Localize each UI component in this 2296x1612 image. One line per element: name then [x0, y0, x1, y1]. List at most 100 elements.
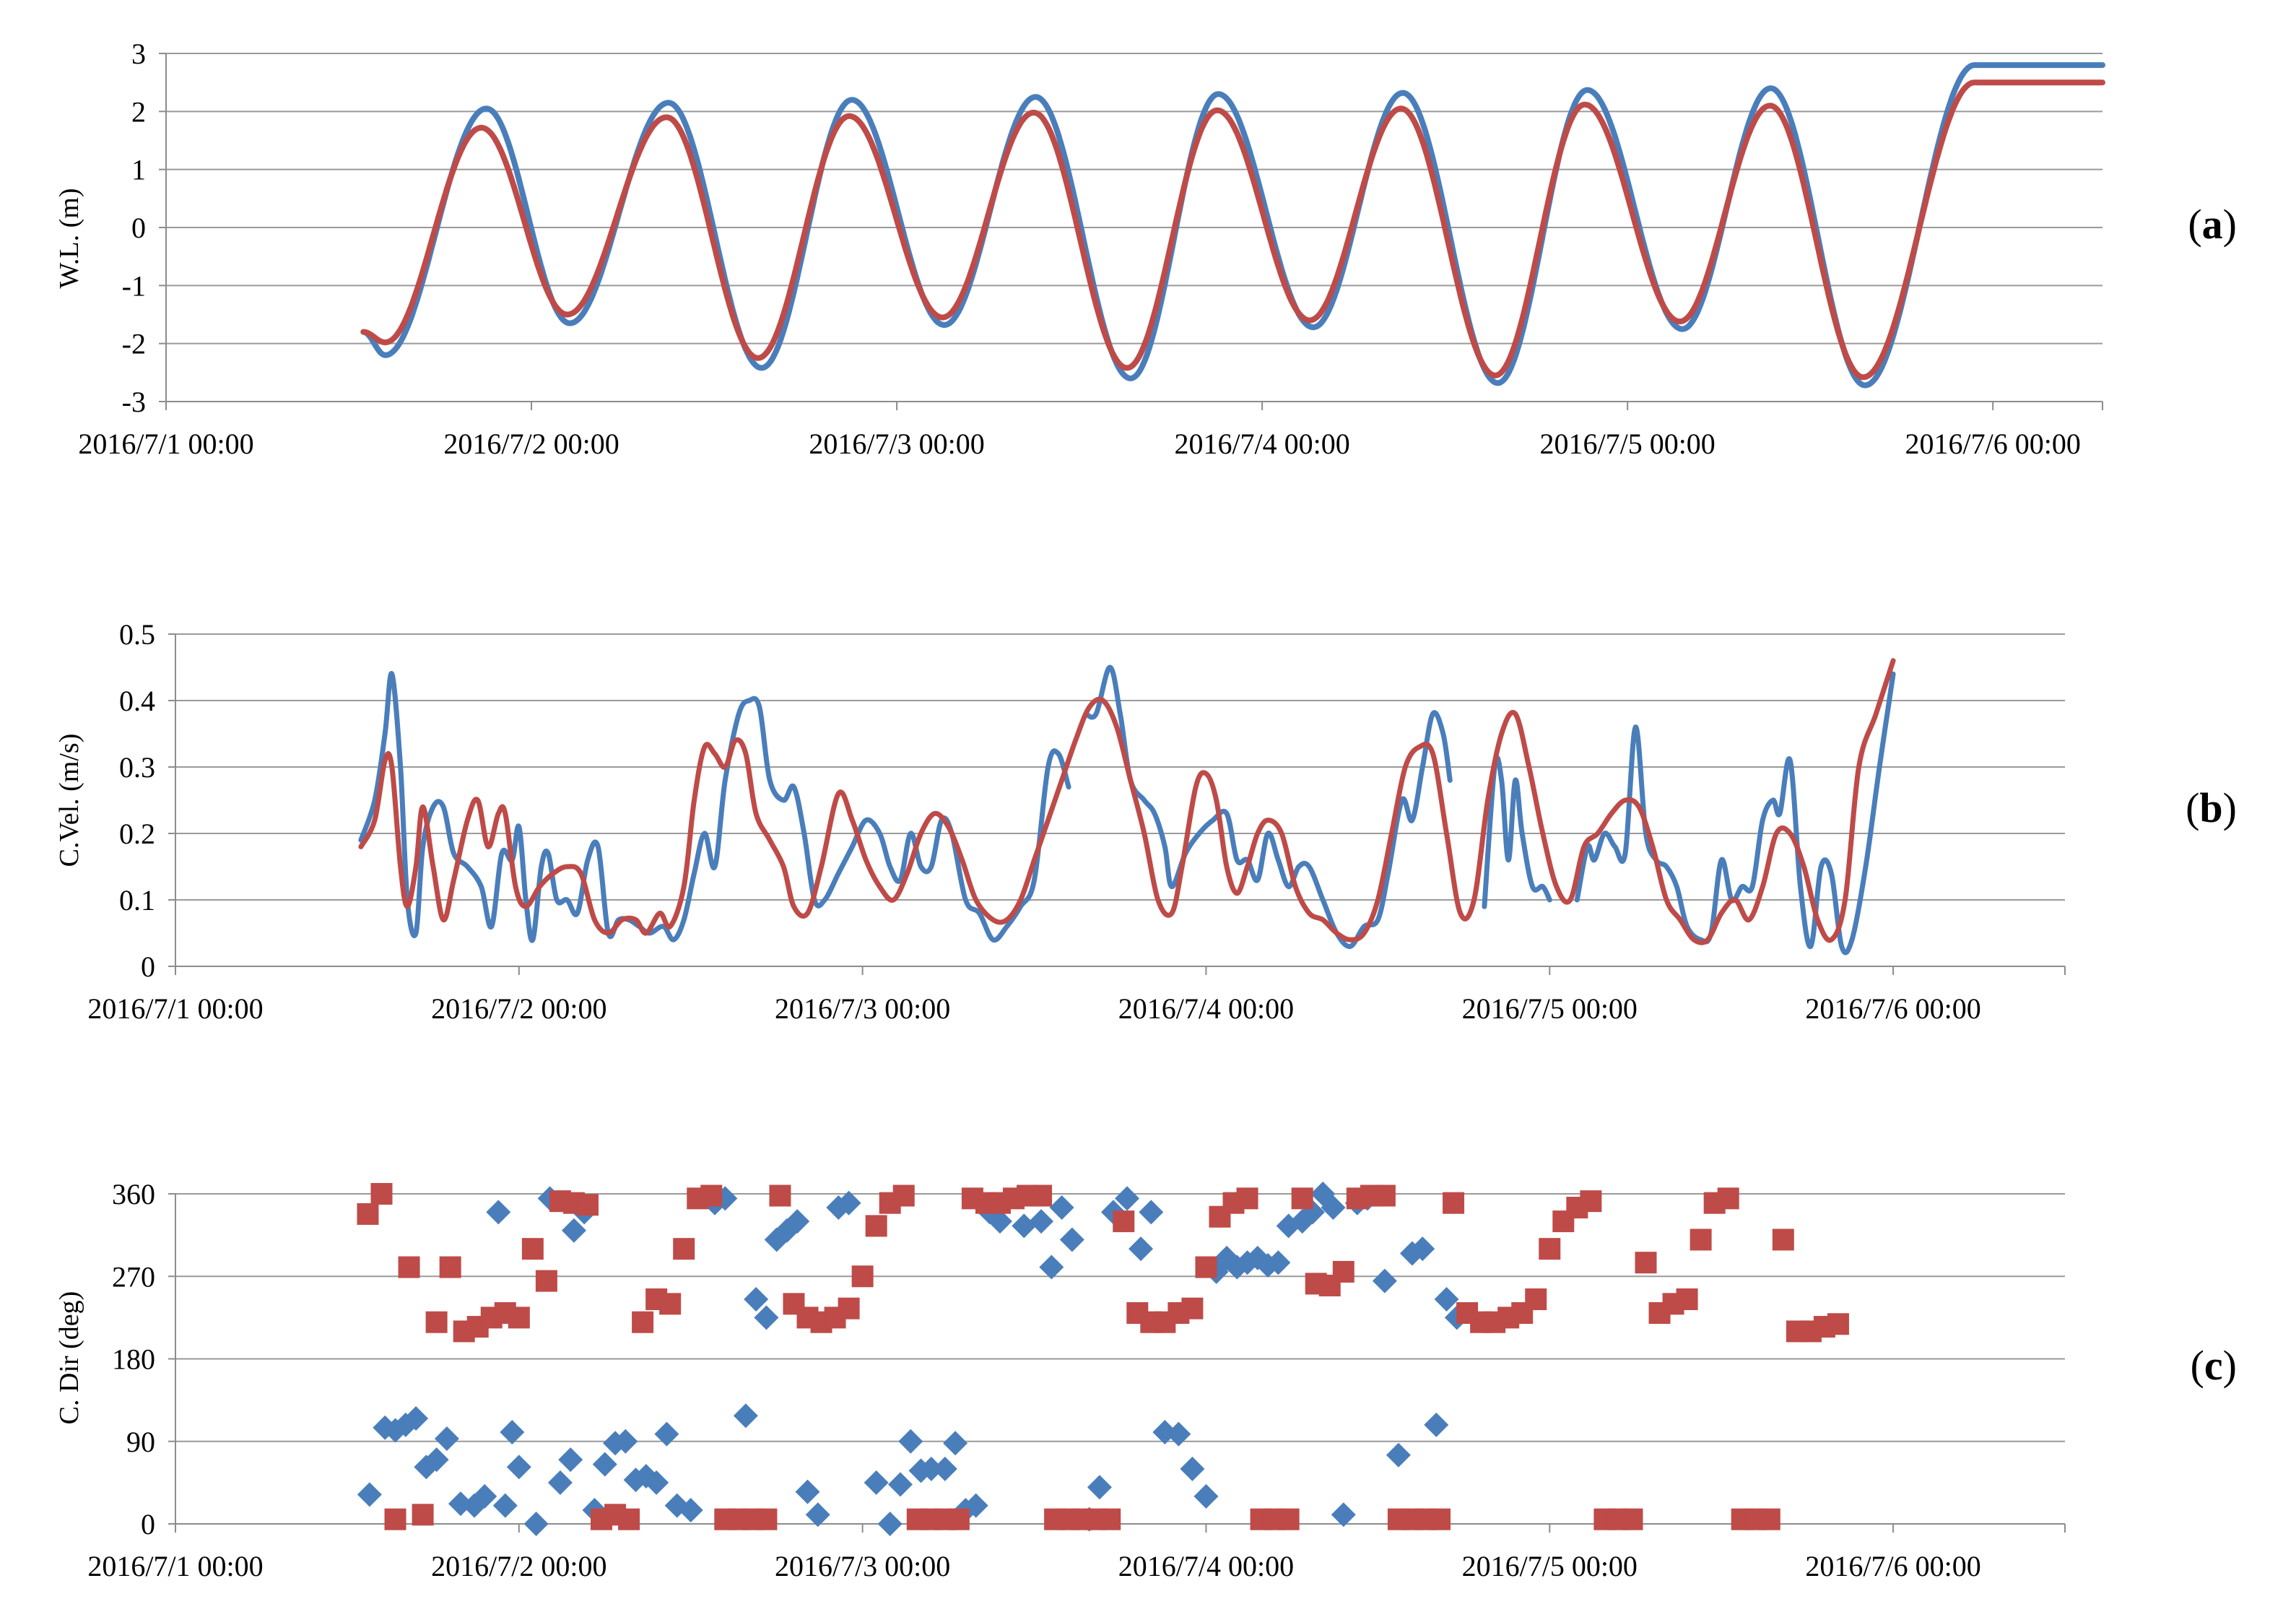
- panel-c-point-red: [1827, 1313, 1849, 1335]
- panel-c-y-tick-label: 0: [141, 1508, 155, 1540]
- panel-b-y-tick-label: 0.5: [119, 618, 155, 651]
- panel-c-y-tick-label: 180: [112, 1343, 155, 1376]
- panel-a-y-tick-label: 0: [131, 212, 146, 244]
- panel-c-point-blue: [785, 1209, 810, 1234]
- panel-c-point-red: [1443, 1192, 1465, 1214]
- panel-c-point-blue: [404, 1406, 429, 1431]
- panel-c-point-blue: [1087, 1475, 1112, 1500]
- panel-c-point-blue: [754, 1305, 779, 1330]
- panel-c-point-red: [384, 1508, 406, 1530]
- panel-c-point-red: [1690, 1228, 1712, 1251]
- panel-c-x-tick-label: 2016/7/4 00:00: [1118, 1550, 1294, 1582]
- panel-c-point-red: [398, 1256, 420, 1278]
- panel-b-tick-labels: 0.5 0.4 0.3 0.2 0.1 0 2016/7/1 00:00 2016/7/2 0…: [87, 618, 1980, 1025]
- panel-c-point-red: [370, 1183, 393, 1205]
- panel-c-point-red: [1181, 1297, 1204, 1320]
- panel-c-point-red: [1676, 1288, 1698, 1310]
- panel-c-point-blue: [1424, 1412, 1449, 1437]
- panel-c-point-red: [947, 1508, 970, 1530]
- panel-a-x-tick-label: 2016/7/5 00:00: [1539, 428, 1715, 460]
- panel-a-x-tick-label: 2016/7/2 00:00: [443, 428, 619, 460]
- panel-c-point-red: [1580, 1190, 1602, 1213]
- panel-c-point-red: [1113, 1210, 1135, 1233]
- panel-c-point-red: [357, 1202, 379, 1225]
- panel-c-point-blue: [500, 1420, 525, 1445]
- panel-c-y-tick-label: 270: [112, 1260, 155, 1293]
- panel-c-point-blue: [1129, 1236, 1154, 1262]
- panel-c-x-tick-label: 2016/7/2 00:00: [431, 1550, 606, 1582]
- panel-c-point-blue: [1434, 1286, 1459, 1312]
- panel-c-point-blue: [592, 1452, 617, 1477]
- panel-c-point-blue: [864, 1470, 889, 1495]
- panel-c-point-red: [865, 1215, 887, 1237]
- panel-c-point-red: [1429, 1508, 1451, 1530]
- panel-c-point-blue: [887, 1472, 913, 1497]
- panel-c-point-red: [508, 1306, 530, 1329]
- panel-c-x-tick-label: 2016/7/5 00:00: [1462, 1550, 1638, 1582]
- panel-a-y-tick-label: 2: [131, 95, 146, 128]
- panel-b-y-axis-label: C.Vel. (m/s): [54, 734, 84, 867]
- panel-c-point-blue: [795, 1479, 820, 1504]
- panel-c-point-blue: [744, 1286, 769, 1312]
- panel-c-point-blue: [1386, 1442, 1411, 1468]
- panel-b-series-red-line: [358, 658, 1896, 945]
- panel-c-point-blue: [558, 1447, 583, 1473]
- panel-c-point-blue: [1049, 1195, 1074, 1221]
- panel-c-series: [357, 1182, 1849, 1536]
- panel-a-y-axis-label: W.L. (m): [54, 188, 84, 289]
- panel-b-x-tick-label: 2016/7/3 00:00: [775, 992, 950, 1025]
- panel-a-label: (a): [2188, 201, 2237, 248]
- panel-b-x-tick-label: 2016/7/1 00:00: [87, 992, 263, 1025]
- panel-c-label: (c): [2191, 1342, 2237, 1389]
- panel-c-y-axis-label: C. Dir (deg): [54, 1291, 84, 1425]
- panel-a-x-tick-label: 2016/7/6 00:00: [1905, 428, 2081, 460]
- panel-a: 3 2 1 0 -1 -2 -3 2016/7/1 00:00 2016/7/2 00:00 20…: [54, 38, 2237, 460]
- panel-a-x-tick-label: 2016/7/3 00:00: [809, 428, 984, 460]
- panel-c-point-red: [412, 1504, 434, 1526]
- panel-c-point-red: [1621, 1508, 1643, 1530]
- panel-c-point-blue: [1180, 1456, 1205, 1481]
- panel-c-point-red: [755, 1508, 778, 1530]
- panel-c-point-blue: [547, 1470, 573, 1495]
- panel-b-y-tick-label: 0.2: [119, 818, 155, 850]
- panel-c-point-blue: [932, 1456, 957, 1481]
- panel-b-axes: [168, 633, 2066, 975]
- panel-c-point-blue: [492, 1493, 518, 1518]
- panel-a-y-tick-label: -2: [122, 328, 146, 360]
- panel-c-point-red: [700, 1184, 723, 1207]
- panel-c-point-blue: [1193, 1483, 1219, 1509]
- panel-c-point-red: [1373, 1184, 1396, 1207]
- panel-c-point-blue: [987, 1209, 1012, 1234]
- panel-c-point-blue: [1039, 1254, 1064, 1280]
- panel-c-x-tick-label: 2016/7/1 00:00: [87, 1550, 263, 1582]
- panel-c-point-blue: [644, 1470, 669, 1495]
- panel-c-point-red: [1635, 1252, 1657, 1274]
- panel-c-point-red: [439, 1256, 461, 1278]
- panel-b-y-tick-label: 0.4: [119, 685, 155, 717]
- panel-c-point-red: [851, 1265, 874, 1288]
- panel-c-point-blue: [472, 1483, 497, 1509]
- panel-c-point-red: [535, 1270, 557, 1292]
- panel-c-point-red: [1291, 1187, 1313, 1210]
- panel-c-y-tick-label: 90: [126, 1426, 155, 1458]
- panel-c-point-red: [659, 1293, 682, 1315]
- panel-c-point-red: [1717, 1187, 1739, 1210]
- panel-b-series-blue-line: [358, 671, 1071, 943]
- panel-c-point-red: [425, 1311, 448, 1333]
- panel-c-point-blue: [943, 1431, 968, 1456]
- panel-b-series-blue-line: [1083, 664, 1453, 949]
- panel-a-axes: [159, 53, 2103, 410]
- panel-c-point-blue: [1166, 1421, 1191, 1447]
- panel-c-point-blue: [1139, 1200, 1164, 1225]
- panel-b-y-tick-label: 0: [141, 950, 155, 983]
- panel-c-x-tick-label: 2016/7/3 00:00: [775, 1550, 950, 1582]
- panel-c-point-blue: [1059, 1227, 1084, 1252]
- panel-c-tick-labels: 360 270 180 90 0 2016/7/1 00:00 2016/7/2 00:00…: [87, 1178, 1980, 1582]
- panel-c-point-red: [769, 1184, 791, 1207]
- panel-c-point-red: [1758, 1508, 1780, 1530]
- panel-b-label: (b): [2186, 784, 2237, 831]
- panel-c-point-blue: [523, 1512, 549, 1536]
- panel-a-y-tick-label: -3: [122, 386, 146, 418]
- panel-c-point-blue: [654, 1421, 679, 1447]
